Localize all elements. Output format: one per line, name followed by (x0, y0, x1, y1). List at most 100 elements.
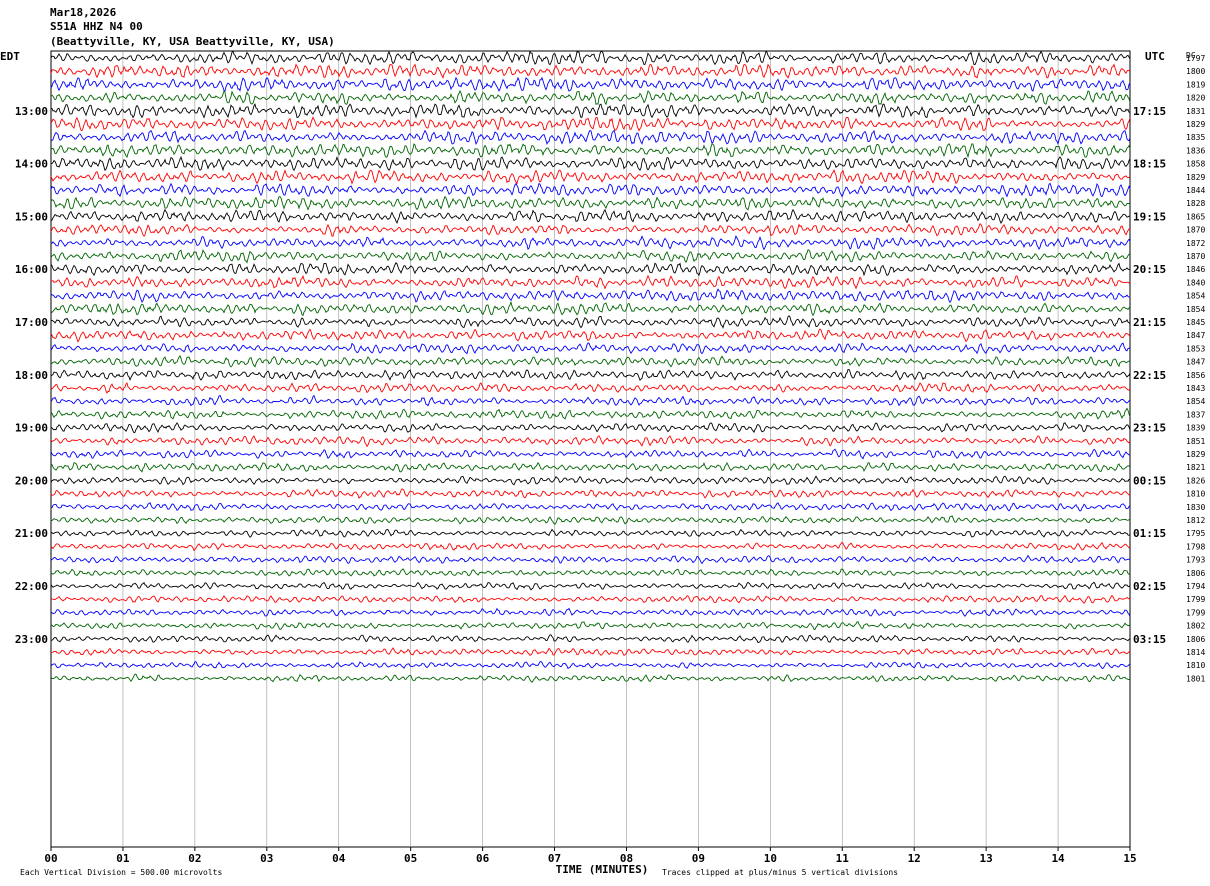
trace-blue (50, 501, 1131, 512)
x-tick-label: 04 (332, 852, 346, 865)
trace-black (50, 581, 1131, 591)
trace-black (50, 528, 1131, 538)
trace-blue (50, 661, 1131, 670)
dc-offset-label: 1806 (1186, 569, 1205, 578)
trace-red (50, 223, 1131, 238)
x-tick-label: 05 (404, 852, 417, 865)
right-hour-label: 23:15 (1133, 422, 1166, 435)
left-timezone-label: EDT (0, 50, 20, 63)
plot-frame (50, 50, 1131, 848)
trace-green (50, 407, 1131, 420)
trace-red (50, 488, 1131, 499)
x-tick-label: 09 (692, 852, 705, 865)
trace-blue (50, 288, 1130, 304)
dc-offset-label: 1853 (1186, 344, 1205, 353)
right-hour-label: 20:15 (1133, 263, 1166, 276)
trace-blue (50, 76, 1131, 92)
x-axis-label: TIME (MINUTES) (556, 863, 649, 876)
dc-offset-label: 1870 (1186, 252, 1205, 261)
trace-red (50, 647, 1131, 657)
plot-date: Mar18,2026 (50, 6, 117, 19)
dc-offset-label: 1814 (1186, 648, 1205, 657)
dc-offset-label: 1821 (1186, 463, 1205, 472)
dc-offset-label: 1801 (1186, 674, 1205, 683)
dc-offset-label: 1847 (1186, 358, 1205, 367)
trace-green (50, 621, 1131, 631)
right-timezone-label: UTC (1145, 50, 1165, 63)
dc-offset-label: 1843 (1186, 384, 1205, 393)
trace-green (50, 673, 1131, 683)
right-hour-label: 01:15 (1133, 527, 1166, 540)
trace-black (50, 262, 1131, 277)
left-hour-label: 20:00 (15, 474, 48, 487)
dc-offset-label: 1854 (1186, 305, 1205, 314)
dc-offset-label: 1799 (1186, 595, 1205, 604)
trace-red (50, 382, 1131, 394)
dc-offset-label: 1802 (1186, 622, 1205, 631)
dc-offset-label: 1856 (1186, 371, 1205, 380)
dc-offset-label: 1800 (1186, 67, 1205, 76)
trace-blue (50, 182, 1131, 198)
dc-offset-label: 1829 (1186, 120, 1205, 129)
dc-offset-label: 1795 (1186, 529, 1205, 538)
clipping-note: Traces clipped at plus/minus 5 vertical … (662, 868, 898, 877)
dc-offset-label: 1793 (1186, 556, 1205, 565)
dc-offset-label: 1836 (1186, 146, 1205, 155)
left-hour-label: 13:00 (15, 105, 48, 118)
trace-red (50, 116, 1131, 132)
trace-red (50, 274, 1131, 290)
trace-black (50, 368, 1131, 382)
trace-green (50, 249, 1131, 264)
trace-black (50, 208, 1131, 224)
trace-blue (50, 394, 1131, 407)
trace-black (50, 634, 1131, 644)
station-location: (Beattyville, KY, USA Beattyville, KY, U… (50, 35, 335, 48)
trace-blue (50, 342, 1131, 355)
dc-offset-label: 1826 (1186, 476, 1205, 485)
trace-blue (50, 607, 1131, 617)
dc-offset-label: 1831 (1186, 107, 1205, 116)
right-hour-label: 21:15 (1133, 316, 1166, 329)
dc-offset-label: 1828 (1186, 199, 1205, 208)
x-tick-label: 13 (980, 852, 993, 865)
right-hour-label: 18:15 (1133, 158, 1166, 171)
dc-offset-label: 1794 (1186, 582, 1205, 591)
trace-black (50, 422, 1131, 434)
trace-green (50, 354, 1131, 368)
dc-offset-label: 1798 (1186, 542, 1205, 551)
x-tick-label: 06 (476, 852, 490, 865)
dc-offset-label: 1810 (1186, 490, 1205, 499)
left-hour-label: 19:00 (15, 422, 48, 435)
trace-green (50, 89, 1131, 106)
dc-offset-label: 1829 (1186, 450, 1205, 459)
trace-green (50, 461, 1131, 473)
trace-blue (50, 235, 1131, 251)
dc-offset-label: 1865 (1186, 212, 1205, 221)
dc-offset-label: 1847 (1186, 331, 1205, 340)
right-hour-label: 02:15 (1133, 580, 1166, 593)
trace-black (51, 155, 1131, 172)
dc-offset-label: 1870 (1186, 226, 1205, 235)
dc-header-label: DC (1186, 51, 1196, 60)
x-tick-label: 07 (548, 852, 561, 865)
trace-green (50, 515, 1131, 525)
left-hour-label: 22:00 (15, 580, 48, 593)
dc-offset-label: 1829 (1186, 173, 1205, 182)
dc-offset-label: 1854 (1186, 397, 1205, 406)
x-tick-label: 12 (908, 852, 921, 865)
right-hour-label: 17:15 (1133, 105, 1166, 118)
trace-green (50, 195, 1131, 211)
dc-offset-label: 1830 (1186, 503, 1205, 512)
dc-offset-label: 1854 (1186, 292, 1205, 301)
x-tick-label: 02 (188, 852, 201, 865)
trace-red (50, 169, 1131, 185)
dc-offset-label: 1835 (1186, 133, 1205, 142)
trace-green (50, 143, 1131, 159)
trace-blue (50, 554, 1131, 565)
trace-black (50, 103, 1130, 119)
trace-red (50, 328, 1131, 343)
trace-blue (50, 448, 1131, 460)
right-hour-label: 22:15 (1133, 369, 1166, 382)
right-hour-label: 19:15 (1133, 210, 1166, 223)
